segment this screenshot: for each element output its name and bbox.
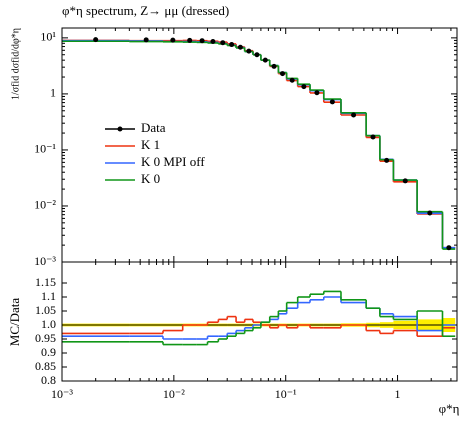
data-point bbox=[187, 37, 193, 43]
data-point bbox=[351, 112, 357, 118]
y-tick-label: 1.0 bbox=[41, 317, 56, 331]
data-point bbox=[199, 38, 205, 44]
data-point bbox=[93, 37, 99, 43]
data-point bbox=[170, 37, 176, 43]
data-point bbox=[289, 77, 295, 83]
chart-title: φ*η spectrum, Z→ μμ (dressed) bbox=[62, 3, 229, 18]
data-point bbox=[229, 42, 235, 48]
y-tick-label: 0.95 bbox=[35, 331, 56, 345]
y-tick-label: 10⁻² bbox=[34, 198, 56, 212]
y-axis-label: 1/σfid dσfid/dφ*η bbox=[10, 28, 21, 100]
legend-label: Data bbox=[141, 120, 166, 135]
data-point bbox=[237, 44, 243, 50]
data-point bbox=[329, 99, 335, 105]
plot-frame bbox=[61, 27, 458, 263]
data-point bbox=[254, 52, 260, 58]
x-tick-label: 10⁻² bbox=[163, 387, 185, 401]
data-point bbox=[446, 245, 452, 251]
y-tick-label: 1.1 bbox=[41, 289, 56, 303]
x-tick-label: 10⁻¹ bbox=[275, 387, 297, 401]
y-tick-label: 0.85 bbox=[35, 359, 56, 373]
legend-marker bbox=[117, 126, 123, 132]
ratio-frame bbox=[61, 261, 458, 382]
y-tick-label: 0.9 bbox=[41, 345, 56, 359]
legend-label: K 0 MPI off bbox=[141, 154, 205, 169]
x-axis-label: φ*η bbox=[439, 401, 460, 416]
data-point bbox=[143, 37, 149, 43]
y-tick-label: 1.15 bbox=[35, 275, 56, 289]
x-tick-label: 10⁻³ bbox=[51, 387, 73, 401]
data-point bbox=[384, 157, 390, 163]
data-point bbox=[301, 84, 307, 90]
y-tick-label: 10⁻³ bbox=[34, 254, 56, 268]
y-tick-label: 10⁻¹ bbox=[34, 142, 56, 156]
ratio-y-axis-label: MC/Data bbox=[7, 298, 22, 347]
data-point bbox=[246, 48, 252, 54]
data-point bbox=[402, 178, 408, 184]
x-tick-label: 1 bbox=[395, 387, 401, 401]
y-tick-label: 1 bbox=[50, 86, 56, 100]
y-tick-label: 1.05 bbox=[35, 303, 56, 317]
data-point bbox=[220, 40, 226, 46]
data-point bbox=[427, 210, 433, 216]
y-tick-label: 0.8 bbox=[41, 373, 56, 387]
y-tick-label: 10¹ bbox=[40, 30, 56, 44]
data-point bbox=[262, 57, 268, 63]
legend-label: K 0 bbox=[141, 171, 160, 186]
legend-label: K 1 bbox=[141, 137, 160, 152]
data-point bbox=[280, 71, 286, 77]
data-point bbox=[314, 90, 320, 96]
data-point bbox=[210, 39, 216, 45]
data-point bbox=[370, 134, 376, 140]
data-point bbox=[271, 63, 277, 69]
